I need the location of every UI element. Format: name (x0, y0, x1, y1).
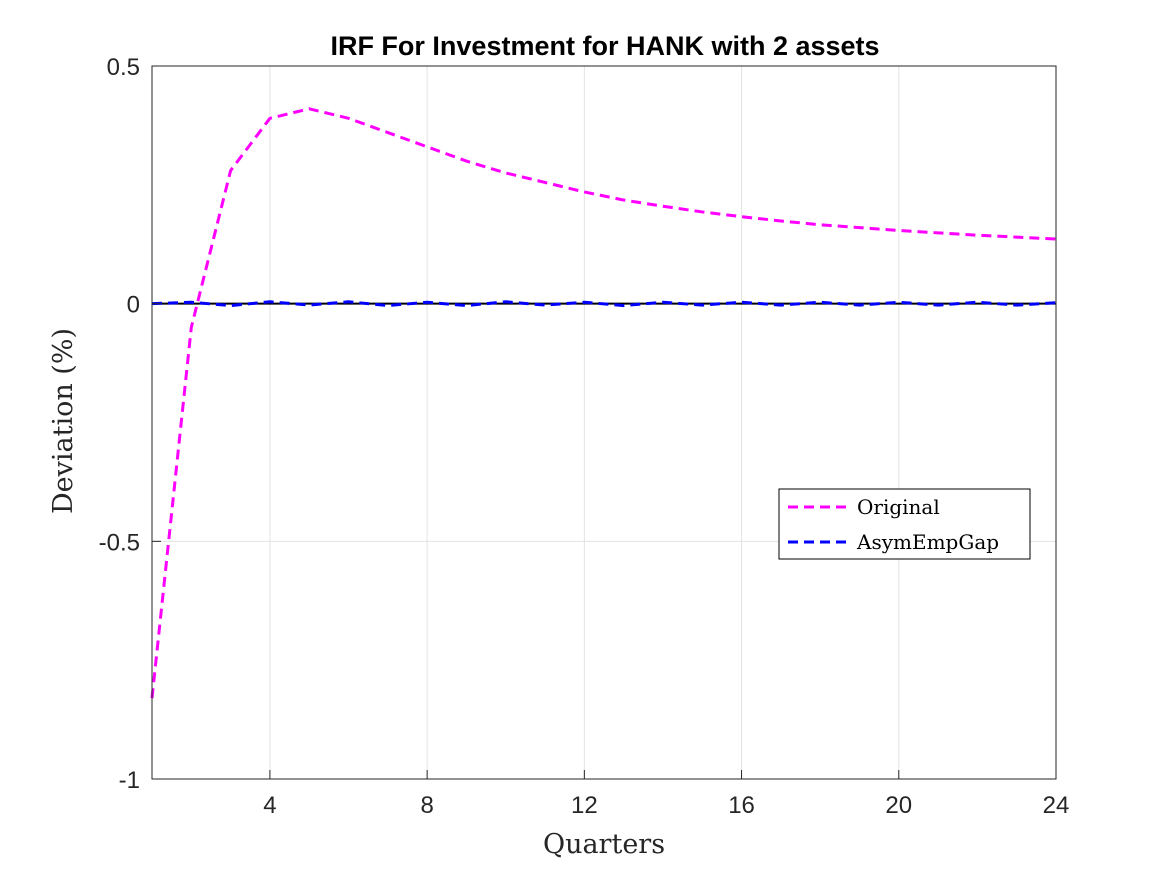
legend: Original AsymEmpGap (778, 488, 1031, 560)
x-tick-label: 4 (263, 792, 276, 819)
x-tick-label: 24 (1043, 792, 1070, 819)
legend-box (778, 488, 1031, 560)
series-line-original (150, 107, 1057, 699)
axes-box (151, 65, 1057, 780)
y-axis-label: Deviation (%) (48, 328, 79, 514)
plot-area: 4 8 12 16 20 24 -1 -0.5 0 0.5 (99, 54, 1070, 819)
legend-label-asymempgap: AsymEmpGap (856, 530, 999, 554)
x-tick-label: 8 (420, 792, 433, 819)
x-tick-label: 20 (885, 792, 912, 819)
chart-title: IRF For Investment for HANK with 2 asset… (330, 31, 879, 61)
x-axis-label: Quarters (543, 829, 665, 860)
legend-label-original: Original (857, 495, 940, 519)
y-tick-label: 0.5 (107, 54, 140, 81)
axis-ticks: 4 8 12 16 20 24 -1 -0.5 0 0.5 (99, 54, 1070, 819)
y-tick-label: 0 (127, 292, 140, 319)
x-tick-label: 16 (728, 792, 755, 819)
series-lines (150, 107, 1057, 699)
series-line-asymempgap (151, 300, 1057, 308)
x-tick-label: 12 (571, 792, 598, 819)
y-tick-label: -0.5 (99, 529, 140, 556)
y-tick-label: -1 (119, 767, 140, 794)
axes-background (152, 66, 1056, 779)
